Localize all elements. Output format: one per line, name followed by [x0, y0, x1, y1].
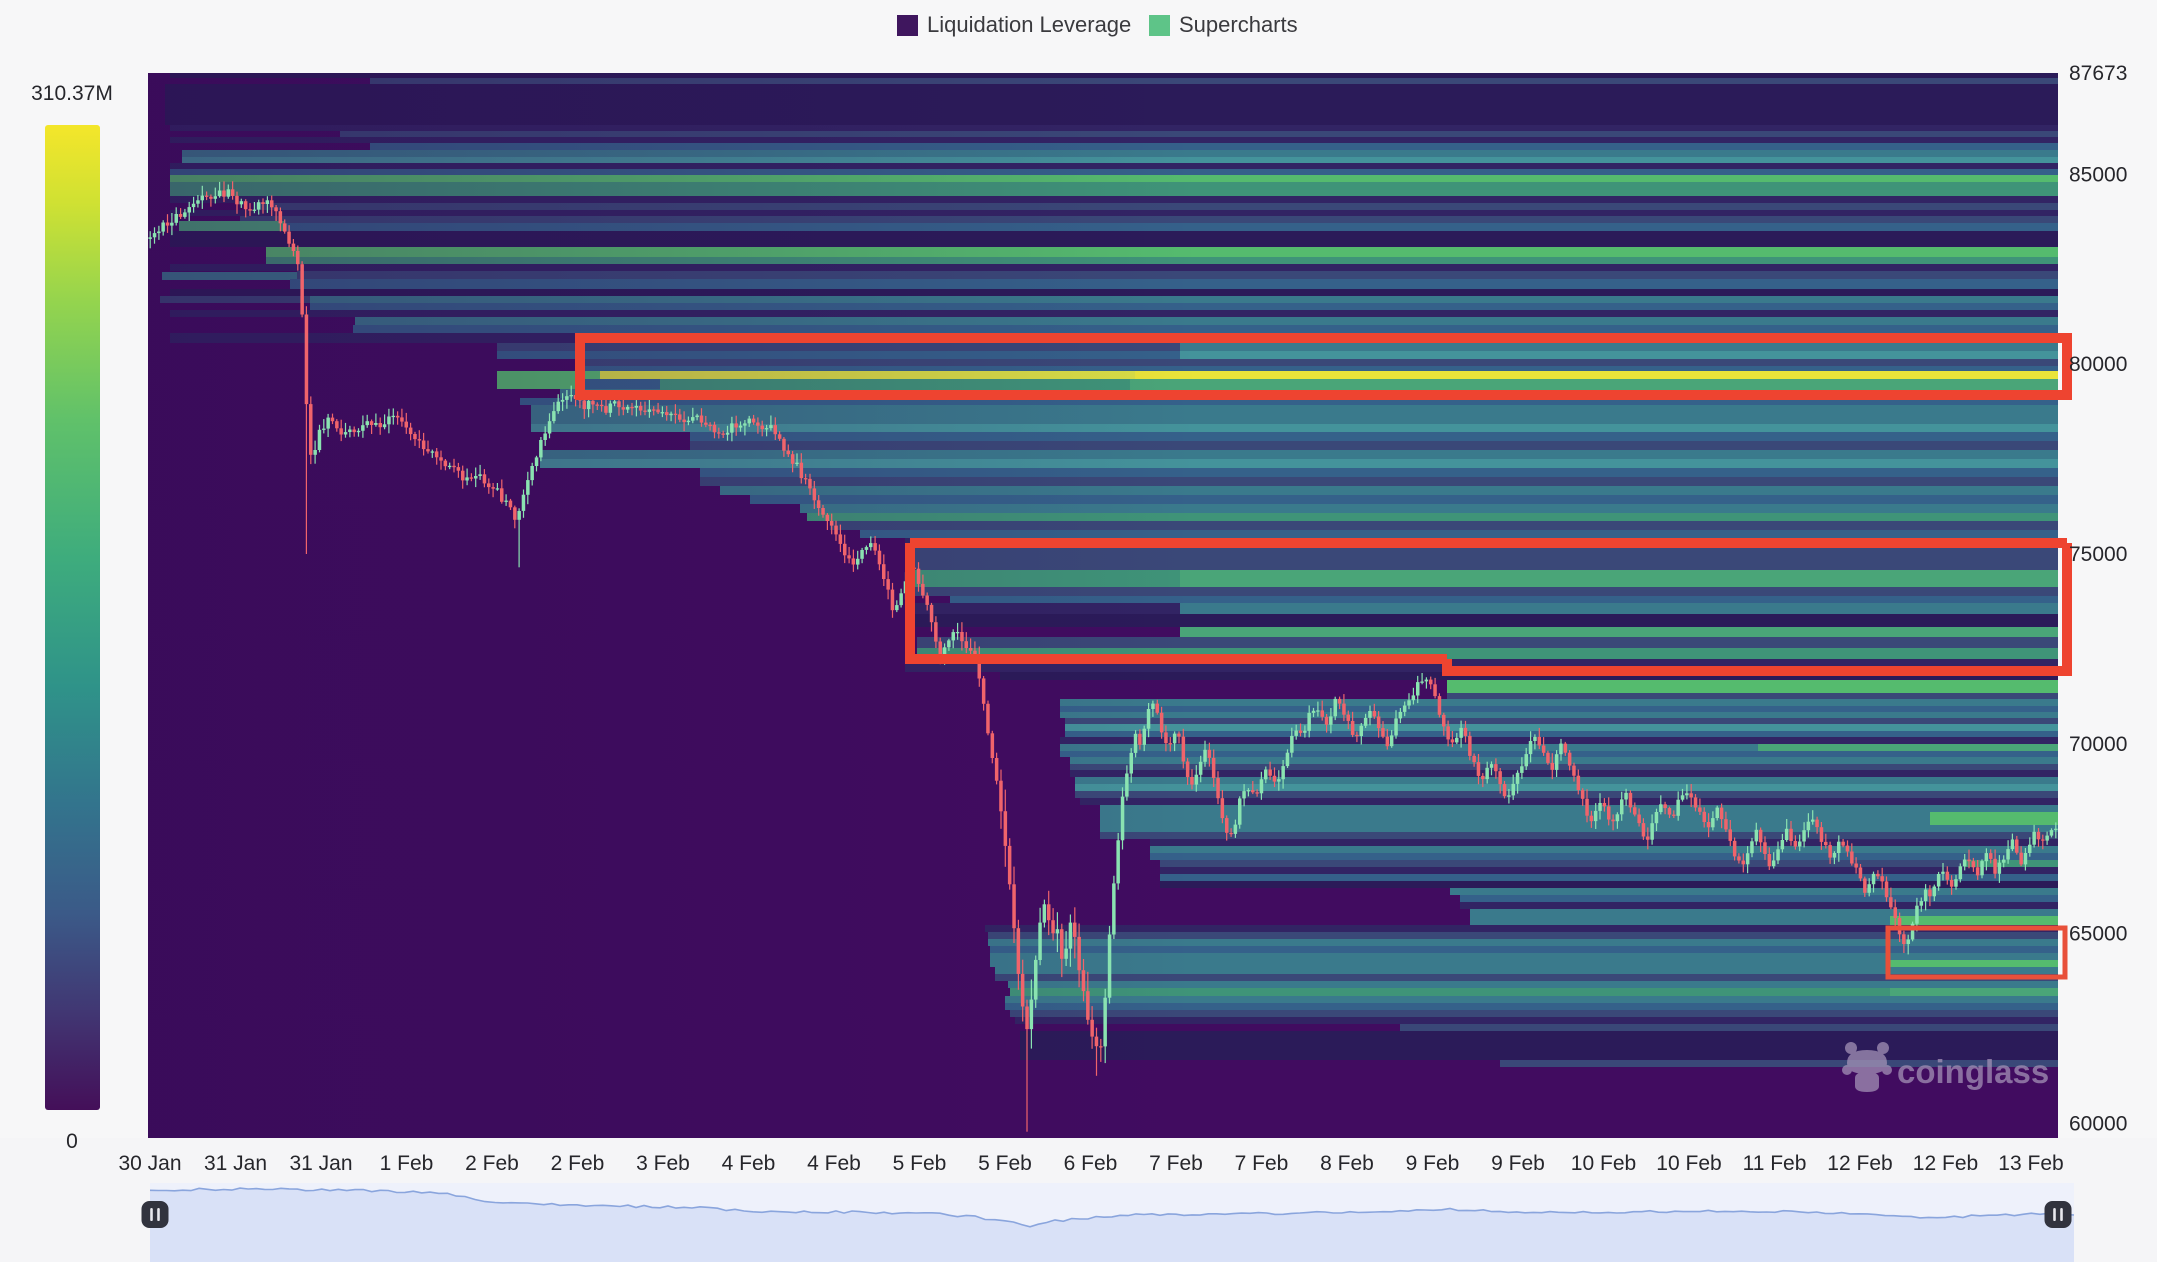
svg-text:11 Feb: 11 Feb	[1743, 1152, 1807, 1175]
svg-text:9 Feb: 9 Feb	[1406, 1152, 1460, 1175]
svg-text:4 Feb: 4 Feb	[807, 1152, 861, 1175]
svg-text:Supercharts: Supercharts	[1179, 12, 1298, 37]
svg-text:60000: 60000	[2069, 1112, 2127, 1135]
svg-text:6 Feb: 6 Feb	[1064, 1152, 1118, 1175]
svg-text:coinglass: coinglass	[1897, 1053, 2049, 1090]
svg-text:4 Feb: 4 Feb	[722, 1152, 776, 1175]
svg-text:70000: 70000	[2069, 733, 2127, 756]
svg-text:5 Feb: 5 Feb	[893, 1152, 947, 1175]
svg-text:7 Feb: 7 Feb	[1235, 1152, 1289, 1175]
svg-text:87673: 87673	[2069, 62, 2127, 85]
svg-text:30 Jan: 30 Jan	[118, 1152, 181, 1175]
svg-text:7 Feb: 7 Feb	[1149, 1152, 1203, 1175]
svg-text:8 Feb: 8 Feb	[1320, 1152, 1374, 1175]
svg-text:31 Jan: 31 Jan	[204, 1152, 267, 1175]
svg-text:10 Feb: 10 Feb	[1571, 1152, 1636, 1175]
svg-text:1 Feb: 1 Feb	[380, 1152, 434, 1175]
svg-text:Liquidation Leverage: Liquidation Leverage	[927, 12, 1131, 37]
svg-text:5 Feb: 5 Feb	[978, 1152, 1032, 1175]
svg-text:75000: 75000	[2069, 543, 2127, 566]
svg-text:12 Feb: 12 Feb	[1827, 1152, 1892, 1175]
svg-text:10 Feb: 10 Feb	[1656, 1152, 1721, 1175]
svg-text:2 Feb: 2 Feb	[465, 1152, 519, 1175]
svg-text:31 Jan: 31 Jan	[289, 1152, 352, 1175]
svg-text:85000: 85000	[2069, 164, 2127, 187]
svg-text:65000: 65000	[2069, 923, 2127, 946]
svg-text:13 Feb: 13 Feb	[1998, 1152, 2063, 1175]
svg-text:0: 0	[66, 1130, 78, 1153]
svg-text:12 Feb: 12 Feb	[1913, 1152, 1978, 1175]
svg-text:9 Feb: 9 Feb	[1491, 1152, 1545, 1175]
svg-text:2 Feb: 2 Feb	[551, 1152, 605, 1175]
svg-text:80000: 80000	[2069, 353, 2127, 376]
svg-text:310.37M: 310.37M	[31, 82, 113, 105]
svg-text:3 Feb: 3 Feb	[636, 1152, 690, 1175]
